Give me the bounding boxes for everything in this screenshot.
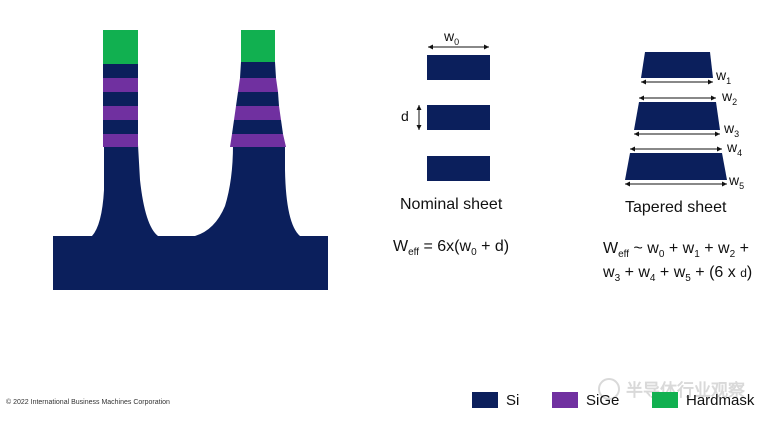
w1-arrowhead-right — [708, 79, 713, 85]
nominal-sheet-2 — [427, 105, 490, 130]
tf1-s1: 1 — [694, 249, 700, 261]
copyright-notice: © 2022 International Business Machines C… — [6, 399, 170, 406]
w5-label: w5 — [729, 172, 744, 191]
w3-label: w3 — [724, 120, 739, 139]
nominal-sheet-3 — [427, 156, 490, 181]
legend-si: Si — [472, 390, 519, 410]
nominal-sheet-1 — [427, 55, 490, 80]
w1-sub: 1 — [726, 75, 732, 86]
right-sige-1 — [238, 78, 278, 92]
tf1-b: + w — [664, 240, 695, 257]
nominal-formula: Weff = 6x(w0 + d) — [393, 238, 509, 258]
tf2-s3: 3 — [614, 273, 621, 285]
si-substrate — [53, 145, 328, 290]
legend-sige: SiGe — [552, 390, 619, 410]
tapered-formula-line1: Weff ~ w0 + w1 + w2 + — [603, 240, 749, 260]
w5-arrowhead-left — [625, 181, 630, 187]
tf2-b: + w — [620, 264, 650, 281]
tapered-sheet-label: Tapered sheet — [625, 199, 727, 216]
w3-arrowhead-left — [634, 131, 639, 137]
legend-hardmask-label: Hardmask — [686, 391, 755, 409]
legend-si-label: Si — [506, 391, 520, 409]
si-swatch — [472, 392, 498, 408]
tf2-f: ) — [746, 264, 753, 281]
wechat-icon — [598, 377, 620, 400]
w0-label-main: w — [444, 28, 455, 44]
tf1-d: + — [735, 240, 749, 257]
w5-main: w — [729, 172, 740, 188]
w2-label: w2 — [722, 88, 737, 107]
nominal-sheet-label: Nominal sheet — [400, 196, 503, 213]
d-label: d — [401, 108, 409, 124]
left-sige-2 — [103, 106, 138, 120]
tapered-sheet-1 — [641, 52, 713, 78]
right-sige-3 — [230, 134, 286, 147]
tf2-s4: 4 — [649, 273, 656, 285]
w4-sub: 4 — [737, 147, 743, 158]
tapered-sheets — [625, 52, 727, 187]
w2-sub: 2 — [732, 96, 738, 107]
d-arrowhead-bottom — [416, 125, 422, 130]
tf2-c: + w — [655, 264, 686, 281]
tapered-sheet-2 — [634, 102, 720, 130]
left-sige-1 — [103, 78, 138, 92]
left-hardmask — [103, 30, 138, 64]
d-arrowhead-top — [416, 105, 422, 110]
tf1-s0: 0 — [658, 249, 665, 261]
w4-arrowhead-left — [630, 146, 635, 152]
w0-arrowhead-right — [484, 44, 489, 50]
w1-label: w1 — [716, 67, 731, 86]
w2-arrowhead-left — [639, 95, 644, 101]
tf2-d: + (6 x — [690, 264, 741, 281]
fin-structure — [53, 30, 328, 290]
tf1-eff: eff — [618, 249, 630, 261]
nominal-sheets — [416, 44, 490, 181]
nf-eff: eff — [408, 247, 420, 259]
hardmask-swatch — [652, 392, 678, 408]
w4-arrowhead-right — [717, 146, 722, 152]
legend-sige-label: SiGe — [586, 391, 620, 409]
sige-swatch — [552, 392, 578, 408]
tapered-formula-line2: w3 + w4 + w5 + (6 x d) — [603, 264, 752, 284]
w0-label-sub: 0 — [454, 36, 460, 47]
tf1-w: W — [603, 240, 619, 257]
tapered-sheet-3 — [625, 153, 727, 180]
right-si-1 — [240, 62, 276, 78]
tf1-a: ~ w — [629, 240, 659, 257]
tf2-s5: 5 — [685, 273, 691, 285]
right-sige-2 — [234, 106, 281, 120]
w1-main: w — [716, 67, 727, 83]
nf-w: W — [393, 238, 409, 255]
w5-sub: 5 — [739, 180, 745, 191]
right-si-2 — [236, 92, 279, 106]
w3-main: w — [724, 120, 735, 136]
w3-sub: 3 — [734, 128, 740, 139]
w2-arrowhead-right — [711, 95, 716, 101]
nf-sub0: 0 — [471, 247, 477, 259]
right-hardmask — [241, 30, 275, 62]
left-si-2 — [103, 92, 138, 106]
w4-label: w4 — [727, 139, 742, 158]
right-si-3 — [232, 120, 283, 134]
w5-arrowhead-right — [722, 181, 727, 187]
tf2-a: w — [603, 264, 615, 281]
tf2-e: d — [740, 266, 747, 280]
tf1-s2: 2 — [729, 249, 736, 261]
legend-hardmask: Hardmask — [652, 390, 754, 410]
w1-arrowhead-left — [641, 79, 646, 85]
nf-eq: = 6x(w — [419, 238, 472, 255]
w3-arrowhead-right — [715, 131, 720, 137]
tf1-c: + w — [699, 240, 730, 257]
w0-arrowhead-left — [428, 44, 433, 50]
w0-label: w0 — [444, 28, 459, 47]
nf-tail: + d) — [476, 238, 510, 255]
left-si-3 — [103, 120, 138, 134]
left-sige-3 — [103, 134, 138, 147]
left-si-1 — [103, 64, 138, 78]
w4-main: w — [727, 139, 738, 155]
w2-main: w — [722, 88, 733, 104]
